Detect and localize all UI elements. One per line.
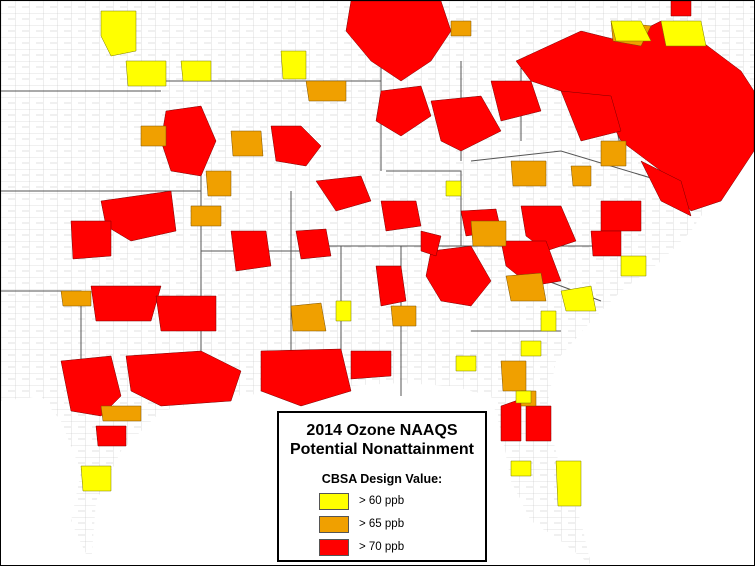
gulf-of-mexico [1, 396, 91, 565]
legend-title-line-1: 2014 Ozone NAAQS [306, 422, 458, 439]
orange-areas [60, 20, 652, 422]
map-legend: 2014 Ozone NAAQS Potential Nonattainment… [277, 411, 487, 562]
legend-subtitle: CBSA Design Value: [321, 472, 443, 486]
legend-item-70ppb: > 70 ppb [319, 537, 404, 557]
red-areas [60, 1, 754, 447]
legend-swatch-yellow [319, 492, 349, 510]
legend-item-60ppb: > 60 ppb [319, 491, 404, 511]
atlantic-ocean [546, 121, 754, 565]
yellow-areas [80, 10, 707, 507]
legend-title-line-2: Potential Nonattainment [289, 441, 474, 458]
legend-swatch-orange [319, 515, 349, 533]
legend-label-65ppb: > 65 ppb [359, 518, 405, 530]
legend-label-60ppb: > 60 ppb [359, 495, 405, 507]
legend-label-70ppb: > 70 ppb [359, 541, 405, 553]
legend-item-65ppb: > 65 ppb [319, 514, 404, 534]
legend-swatch-red [319, 538, 349, 556]
legend-title: 2014 Ozone NAAQS Potential Nonattainment [279, 421, 485, 459]
